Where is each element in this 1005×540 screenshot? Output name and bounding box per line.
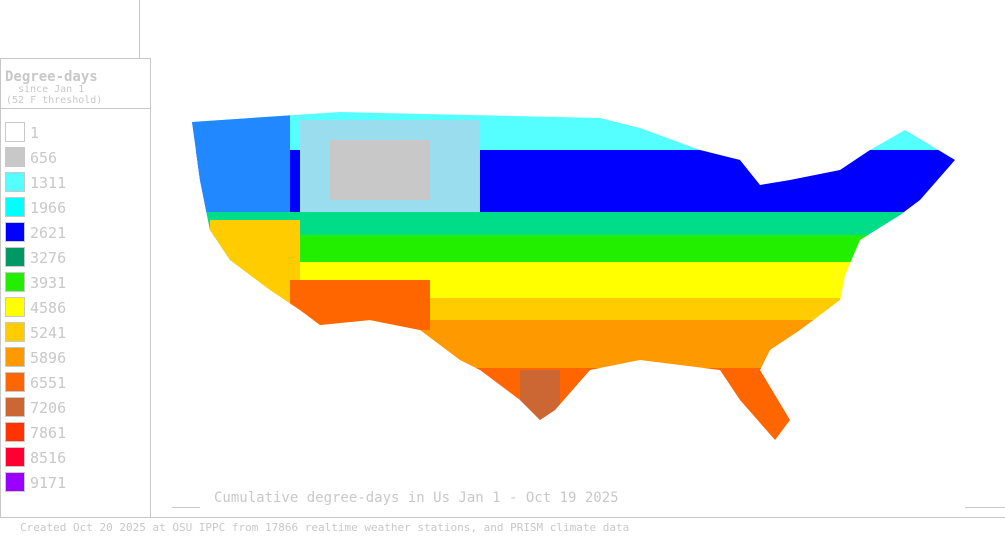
legend-frame	[0, 58, 151, 518]
legend-label: 4586	[30, 299, 66, 317]
legend-swatch	[5, 197, 25, 217]
legend-swatch	[5, 222, 25, 242]
legend-swatch	[5, 422, 25, 442]
footer: Created Oct 20 2025 at OSU IPPC from 178…	[20, 521, 629, 534]
legend-threshold: (52 F threshold)	[6, 95, 102, 106]
legend-label: 1311	[30, 174, 66, 192]
legend-label: 1966	[30, 199, 66, 217]
legend-swatch	[5, 172, 25, 192]
legend-title: Degree-days	[5, 69, 98, 85]
legend-swatch	[5, 397, 25, 417]
legend-label: 656	[30, 149, 57, 167]
legend-swatch	[5, 147, 25, 167]
legend-swatch	[5, 122, 25, 142]
legend-label: 8516	[30, 449, 66, 467]
legend-label: 7861	[30, 424, 66, 442]
legend-subtitle: since Jan 1	[18, 84, 84, 95]
map	[192, 112, 955, 440]
legend-label: 2621	[30, 224, 66, 242]
legend-swatch	[5, 447, 25, 467]
legend-swatch	[5, 347, 25, 367]
caption: Cumulative degree-days in Us Jan 1 - Oct…	[214, 490, 619, 506]
legend-label: 1	[30, 124, 39, 142]
legend-swatch	[5, 272, 25, 292]
legend-swatch	[5, 322, 25, 342]
legend-label: 5241	[30, 324, 66, 342]
legend-swatch	[5, 297, 25, 317]
legend-label: 7206	[30, 399, 66, 417]
legend-swatch	[5, 472, 25, 492]
legend-swatch	[5, 247, 25, 267]
legend-label: 3276	[30, 249, 66, 267]
legend-label: 6551	[30, 374, 66, 392]
legend-swatch	[5, 372, 25, 392]
legend-label: 3931	[30, 274, 66, 292]
legend-label: 5896	[30, 349, 66, 367]
legend-label: 9171	[30, 474, 66, 492]
